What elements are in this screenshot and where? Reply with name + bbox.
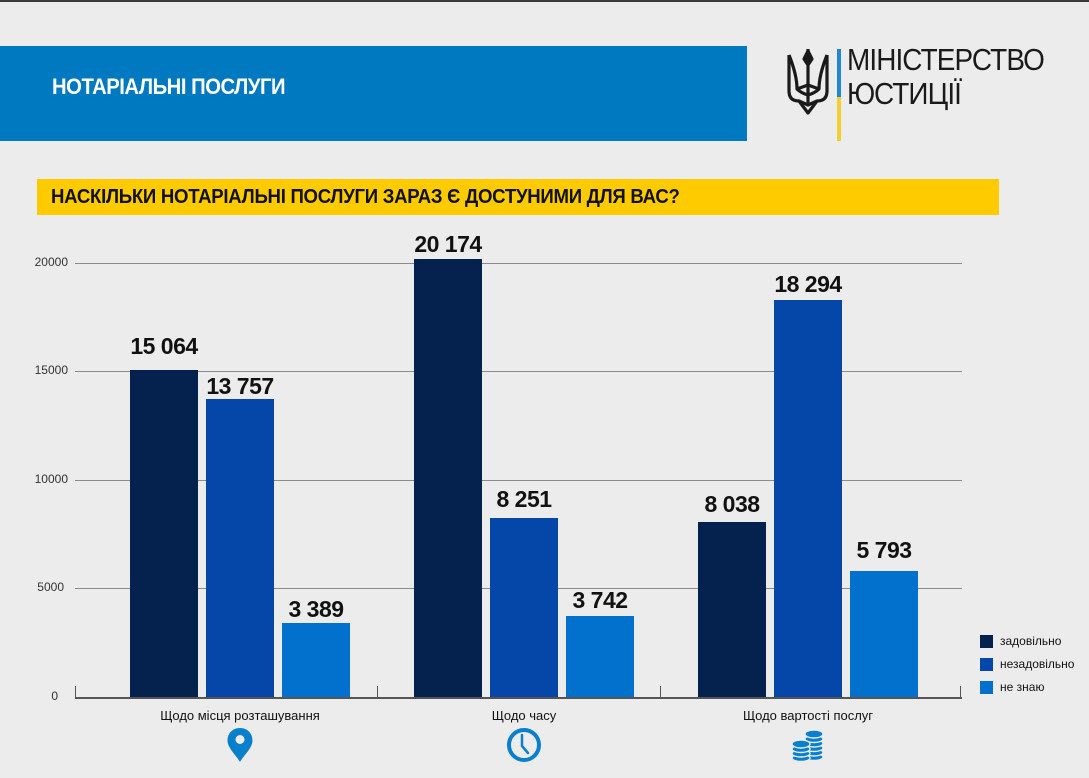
clock-icon xyxy=(507,728,541,762)
logo-line-1: МІНІСТЕРСТВО xyxy=(847,42,1045,77)
y-tick-5000: 5000 xyxy=(37,580,64,594)
bar-value-label: 8 038 xyxy=(704,491,760,517)
coins-icon xyxy=(791,729,824,763)
group-separator xyxy=(960,686,961,698)
map-pin-icon xyxy=(227,728,253,762)
group-separator xyxy=(660,686,661,698)
question-bar: НАСКІЛЬКИ НОТАРІАЛЬНІ ПОСЛУГИ ЗАРАЗ Є ДО… xyxy=(37,179,999,215)
gridline-10000 xyxy=(75,480,962,481)
bar-value-label: 3 742 xyxy=(572,587,628,613)
legend-label: не знаю xyxy=(1000,680,1045,694)
bar-value-label: 5 793 xyxy=(856,537,912,563)
chart-title: НАСКІЛЬКИ НОТАРІАЛЬНІ ПОСЛУГИ ЗАРАЗ Є ДО… xyxy=(51,186,680,208)
bar-cost-satisfied xyxy=(698,522,766,697)
y-tick-20000: 20000 xyxy=(34,255,68,269)
ministry-logo: МІНІСТЕРСТВО ЮСТИЦІЇ xyxy=(785,43,1085,143)
bar-value-label: 20 174 xyxy=(414,231,482,257)
legend-swatch xyxy=(980,681,993,694)
category-label-time: Щодо часу xyxy=(491,708,557,723)
bar-value-label: 8 251 xyxy=(496,486,552,512)
bar-location-satisfied xyxy=(130,370,198,697)
legend-swatch xyxy=(980,658,993,671)
y-tick-0: 0 xyxy=(51,689,58,703)
bar-time-dontknow xyxy=(566,616,634,697)
bar-value-label: 3 389 xyxy=(288,596,344,622)
trident-icon xyxy=(787,49,829,115)
bar-chart: 20000 15000 10000 5000 0 15 064 13 757 3… xyxy=(0,225,1089,778)
y-axis-tick xyxy=(75,686,76,698)
legend-label: задовільно xyxy=(1000,634,1062,648)
y-tick-15000: 15000 xyxy=(34,363,68,377)
section-title: НОТАРІАЛЬНІ ПОСЛУГИ xyxy=(52,74,286,99)
bar-value-label: 13 757 xyxy=(206,373,274,399)
flag-stripe-blue xyxy=(837,49,841,97)
flag-stripe-yellow xyxy=(837,97,841,141)
bar-value-label: 15 064 xyxy=(130,333,198,359)
legend-swatch xyxy=(980,635,993,648)
top-border xyxy=(0,0,1089,2)
bar-cost-dontknow xyxy=(850,571,918,697)
gridline-15000 xyxy=(75,371,962,372)
category-label-cost: Щодо вартості послуг xyxy=(742,708,874,723)
legend-label: незадовільно xyxy=(1000,657,1075,671)
bar-value-label: 18 294 xyxy=(774,271,842,297)
logo-text: МІНІСТЕРСТВО ЮСТИЦІЇ xyxy=(847,42,1045,111)
bar-cost-unsatisfied xyxy=(774,300,842,697)
x-axis xyxy=(75,697,962,699)
bar-location-dontknow xyxy=(282,623,350,697)
gridline-20000 xyxy=(75,263,962,264)
section-banner xyxy=(0,46,747,141)
group-separator xyxy=(377,686,378,698)
bar-location-unsatisfied xyxy=(206,399,274,697)
bar-time-unsatisfied xyxy=(490,518,558,697)
y-tick-10000: 10000 xyxy=(34,472,68,486)
bar-time-satisfied xyxy=(414,259,482,697)
logo-line-2: ЮСТИЦІЇ xyxy=(847,76,962,111)
category-label-location: Щодо місця розташування xyxy=(160,708,320,723)
